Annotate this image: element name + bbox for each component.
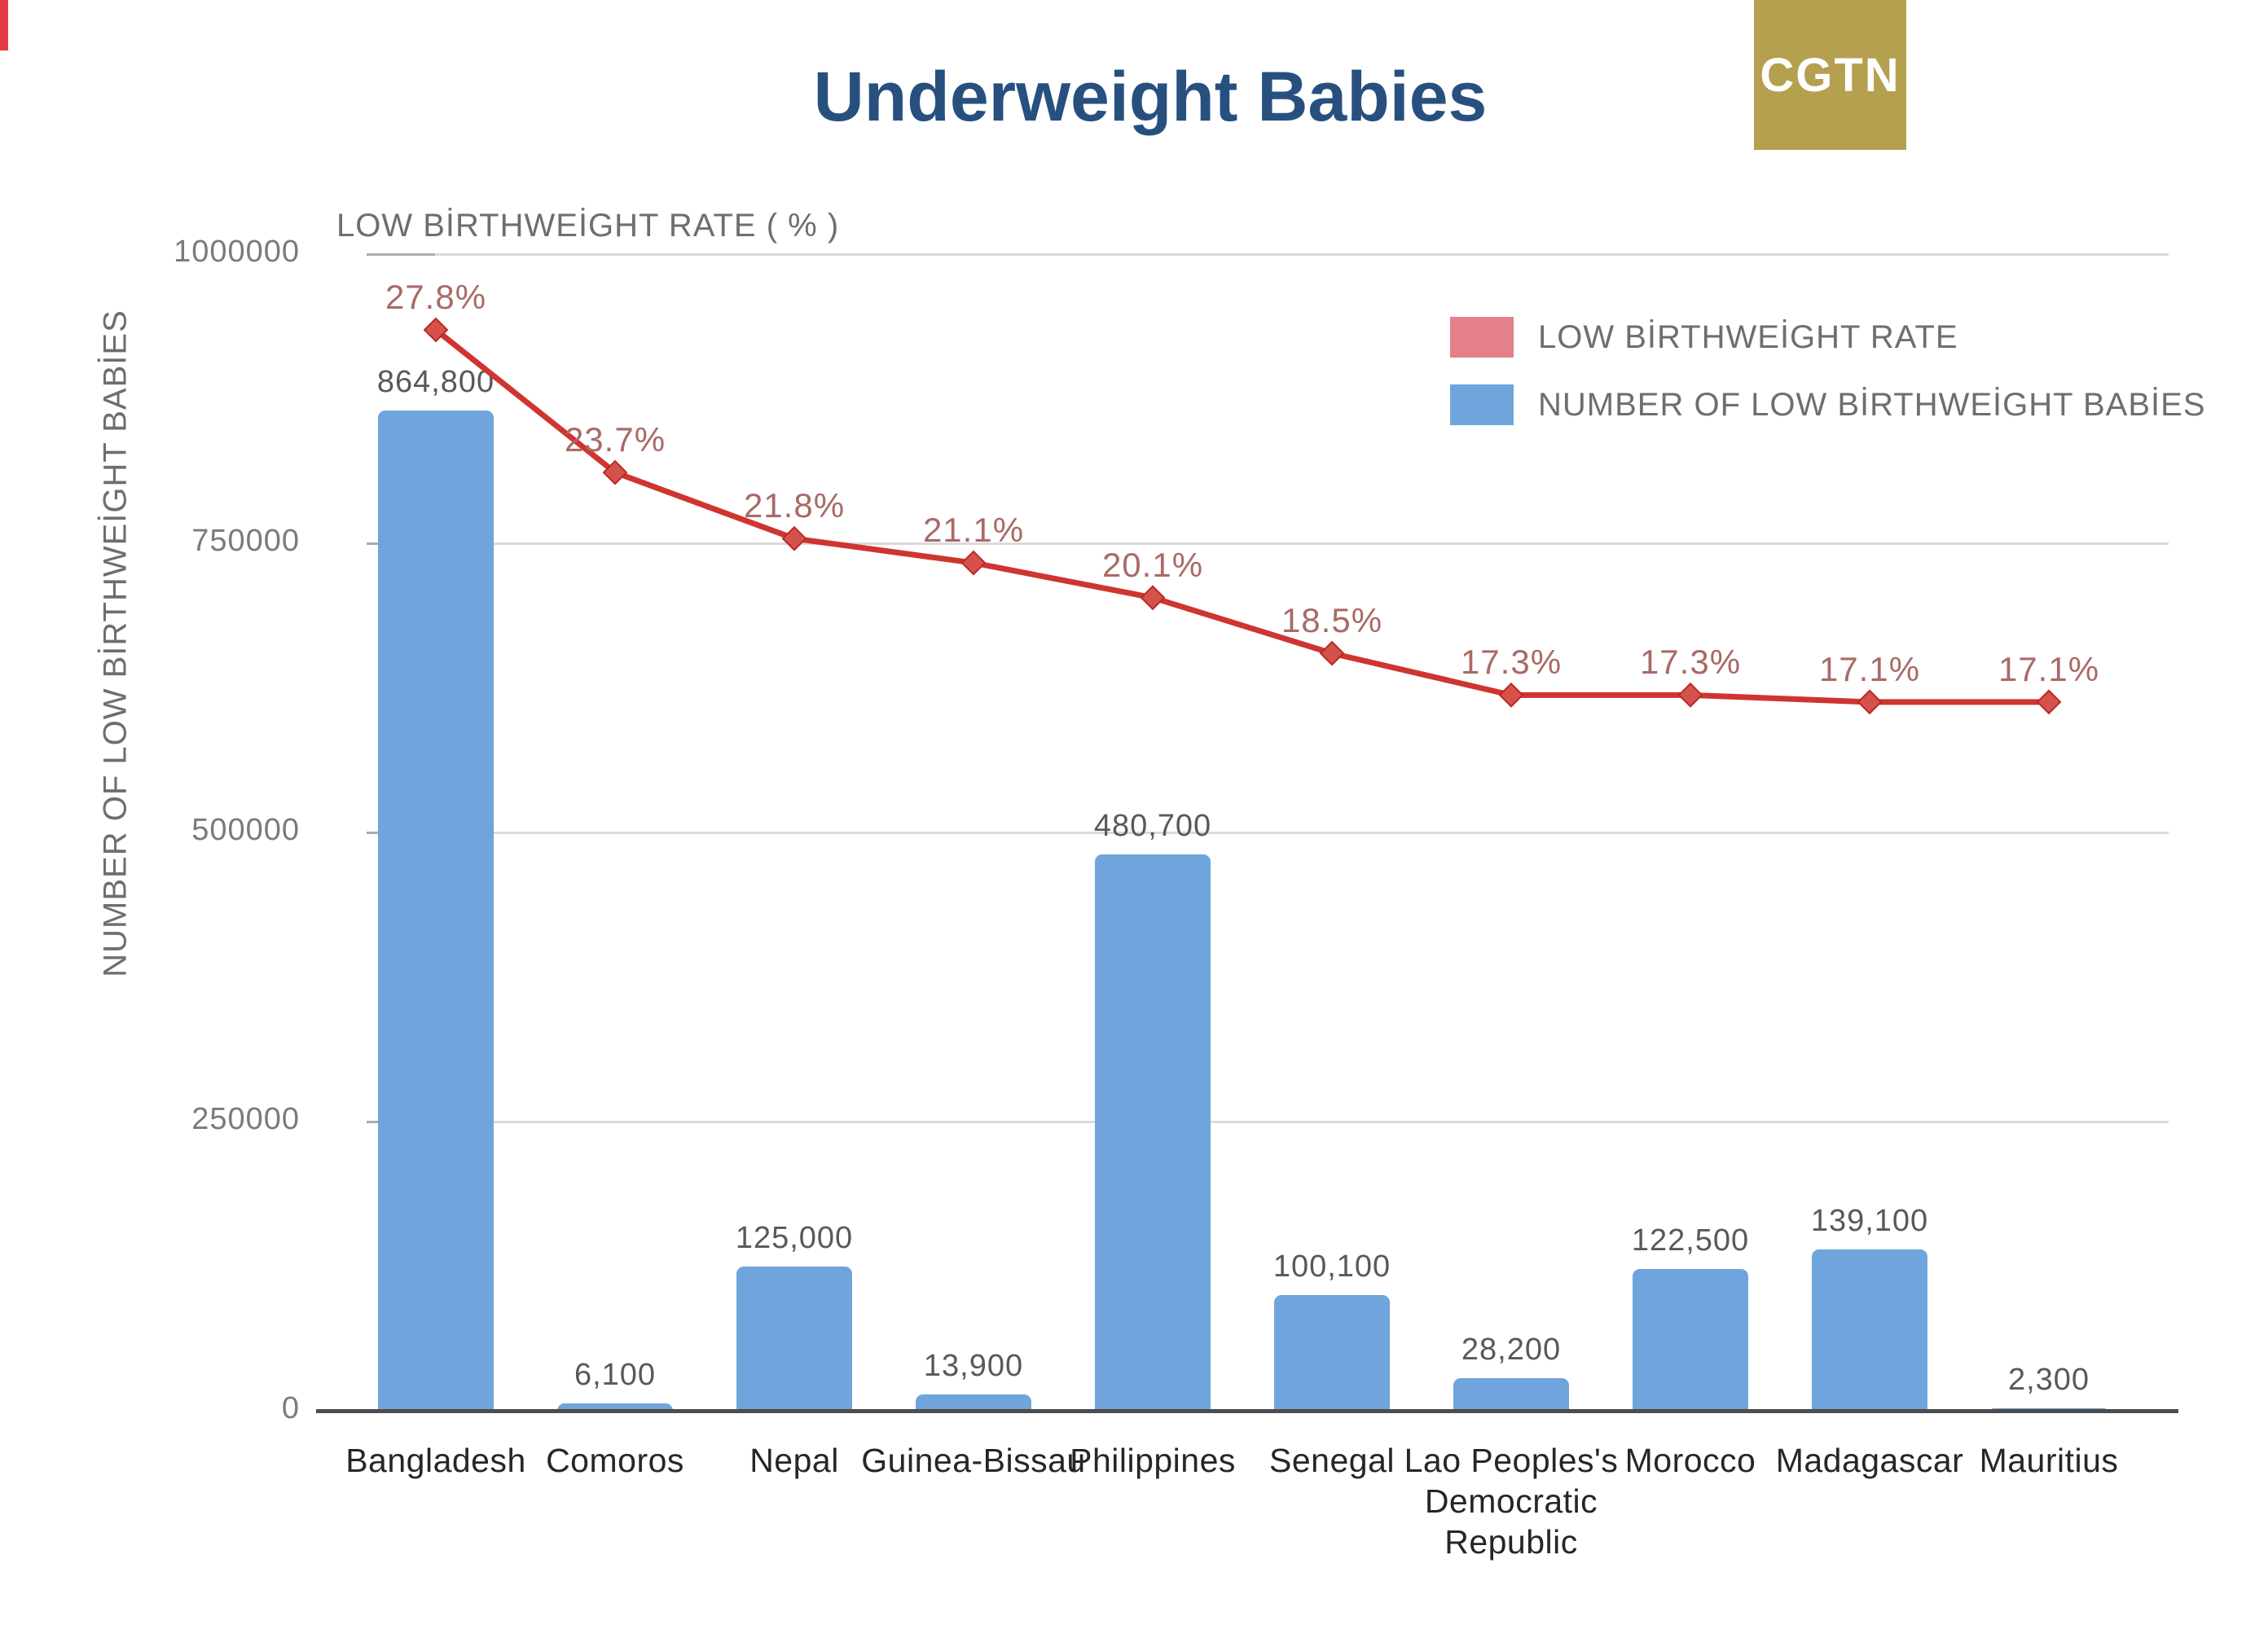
category-label: Lao Peoples's Democratic Republic	[1404, 1442, 1619, 1561]
y-tick-label: 250000	[191, 1102, 300, 1136]
bar-value-label: 13,900	[923, 1349, 1024, 1384]
rate-label: 17.1%	[1818, 649, 1921, 688]
gridline	[373, 253, 2169, 256]
rate-line	[433, 327, 2049, 705]
rate-label: 17.1%	[1998, 649, 2100, 688]
category-label: Morocco	[1624, 1442, 1756, 1479]
y-tick-label: 500000	[191, 813, 300, 847]
bar	[1633, 1269, 1748, 1411]
bar-value-label: 6,100	[574, 1358, 657, 1393]
gridline	[373, 1121, 2169, 1123]
rate-line-point	[1319, 640, 1345, 666]
rate-label: 18.5%	[1281, 601, 1383, 640]
category-label: Nepal	[749, 1442, 839, 1479]
bar-value-label: 28,200	[1461, 1332, 1562, 1367]
left-edge-red-accent	[0, 0, 8, 50]
y-axis-tick	[367, 253, 435, 256]
y-tick-label: 0	[281, 1391, 300, 1425]
category-label: Guinea-Bissau	[861, 1442, 1086, 1479]
rate-line-point	[960, 550, 987, 576]
category-label: Bangladesh	[345, 1442, 526, 1479]
category-label: Comoros	[546, 1442, 684, 1479]
rate-line-point	[423, 317, 449, 343]
bar-value-label: 122,500	[1631, 1223, 1750, 1258]
bar	[916, 1394, 1031, 1411]
secondary-axis-note: LOW BİRTHWEİGHT RATE ( % )	[336, 208, 840, 244]
bar	[1274, 1294, 1390, 1411]
rate-line-point	[1857, 689, 1883, 715]
bar	[1095, 854, 1211, 1411]
rate-label: 17.3%	[1639, 643, 1742, 682]
bar-value-label: 125,000	[735, 1220, 854, 1255]
rate-label: 17.3%	[1460, 643, 1563, 682]
category-label: Madagascar	[1775, 1442, 1964, 1479]
rate-label: 20.1%	[1101, 545, 1204, 584]
rate-line-point	[1140, 585, 1166, 611]
rate-label: 21.8%	[743, 486, 846, 525]
y-tick-label: 1000000	[174, 235, 300, 269]
bar	[1812, 1249, 1927, 1411]
category-label: Mauritius	[1979, 1442, 2119, 1479]
bar-value-label: 100,100	[1272, 1249, 1391, 1284]
rate-label: 21.1%	[922, 511, 1025, 550]
bar	[378, 410, 494, 1411]
rate-line-point	[1498, 682, 1524, 708]
x-axis-line	[316, 1409, 2178, 1413]
y-tick-label: 750000	[191, 524, 300, 558]
bar-value-label: 139,100	[1810, 1204, 1929, 1239]
rate-line-point	[602, 459, 628, 485]
category-label: Philippines	[1070, 1442, 1236, 1479]
cgtn-logo-text: CGTN	[1760, 48, 1901, 102]
rate-label: 27.8%	[385, 278, 487, 316]
rate-line-point	[1677, 682, 1703, 708]
bar	[557, 1403, 673, 1411]
category-label: Senegal	[1269, 1442, 1395, 1479]
bar	[1453, 1377, 1569, 1411]
rate-line-point	[2036, 689, 2062, 715]
gridline	[373, 832, 2169, 834]
rate-label: 23.7%	[564, 420, 666, 459]
rate-line-point	[781, 525, 807, 551]
gridline	[373, 542, 2169, 545]
cgtn-logo: CGTN	[1754, 0, 1906, 150]
bar-value-label: 864,800	[376, 364, 495, 399]
bar-value-label: 2,300	[2007, 1362, 2090, 1397]
bar	[736, 1266, 852, 1411]
page-title: Underweight Babies	[813, 58, 1488, 136]
bar-value-label: 480,700	[1093, 809, 1212, 844]
